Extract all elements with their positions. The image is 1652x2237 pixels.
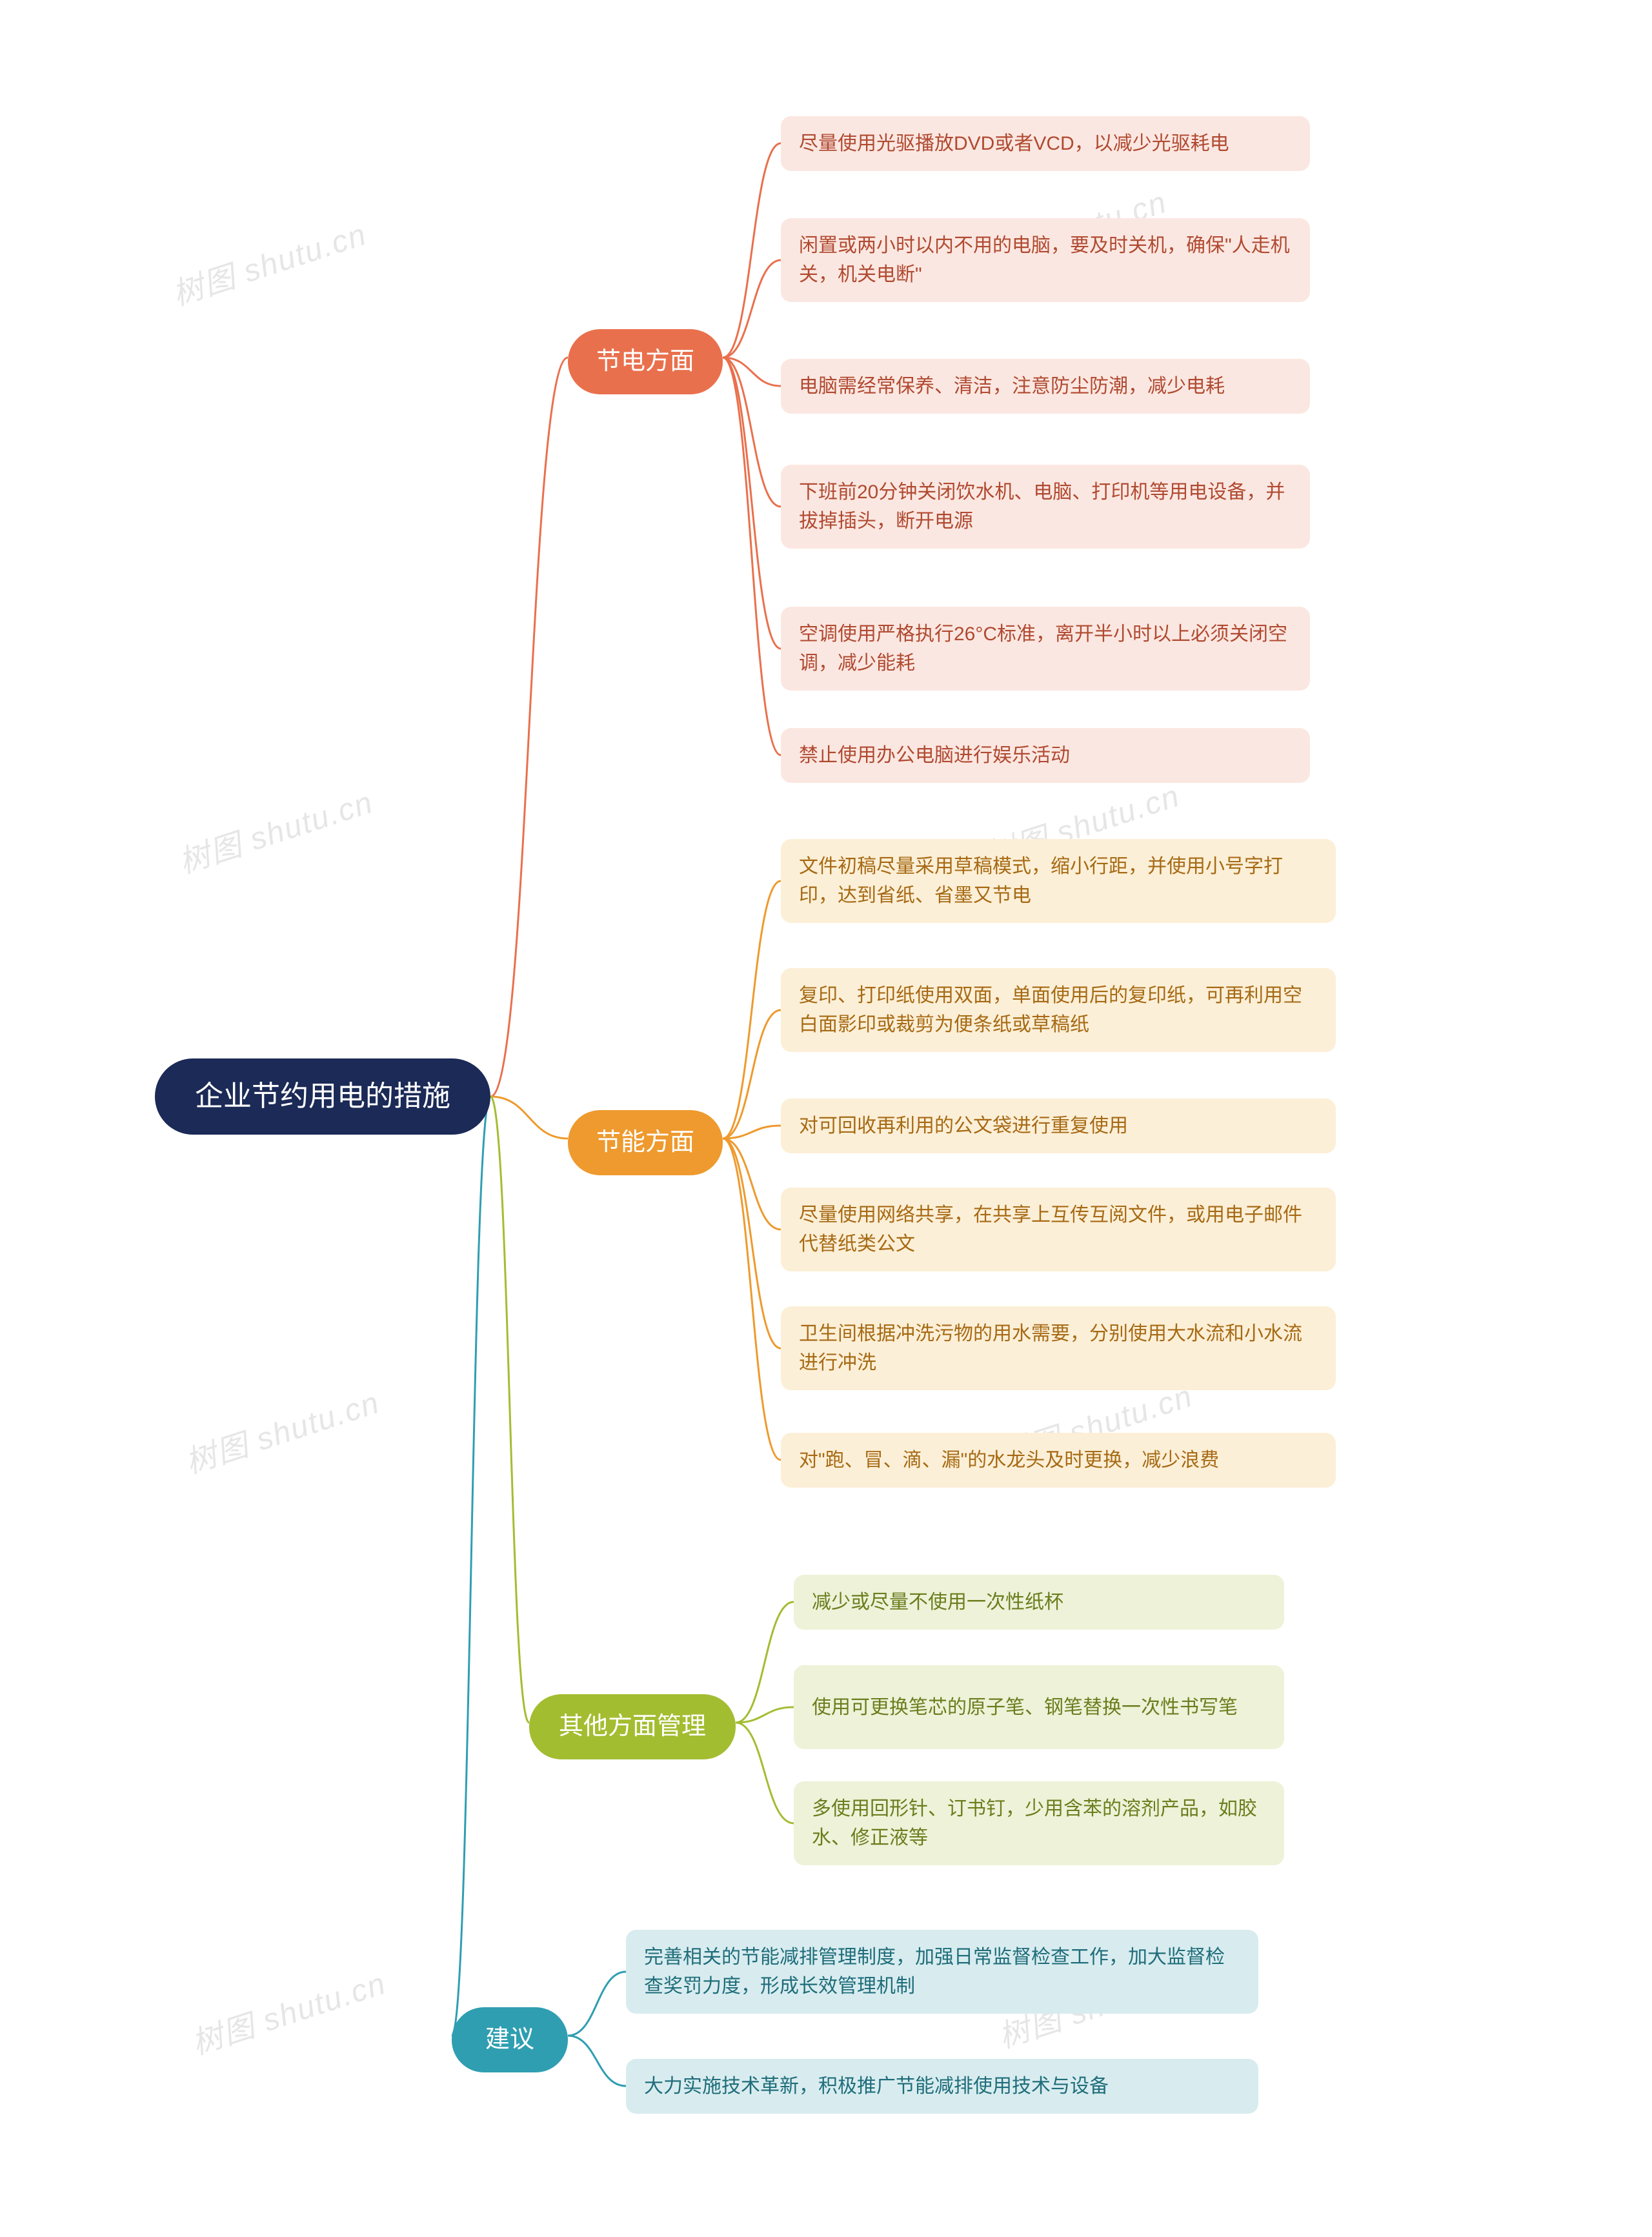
leaf-item: 卫生间根据冲洗污物的用水需要，分别使用大水流和小水流进行冲洗 (781, 1306, 1336, 1390)
branch-energy-saving: 节能方面 (568, 1110, 723, 1175)
leaf-item: 使用可更换笔芯的原子笔、钢笔替换一次性书写笔 (794, 1665, 1284, 1749)
branch-electricity-saving: 节电方面 (568, 329, 723, 394)
leaf-item: 空调使用严格执行26°C标准，离开半小时以上必须关闭空调，减少能耗 (781, 607, 1310, 691)
leaf-item: 多使用回形针、订书钉，少用含苯的溶剂产品，如胶水、修正液等 (794, 1781, 1284, 1865)
watermark: 树图 shutu.cn (185, 1958, 391, 2063)
leaf-item: 对可回收再利用的公文袋进行重复使用 (781, 1098, 1336, 1153)
leaf-item: 电脑需经常保养、清洁，注意防尘防潮，减少电耗 (781, 359, 1310, 414)
watermark: 树图 shutu.cn (179, 1377, 385, 1482)
leaf-item: 复印、打印纸使用双面，单面使用后的复印纸，可再利用空白面影印或裁剪为便条纸或草稿… (781, 968, 1336, 1052)
branch-other-management: 其他方面管理 (529, 1694, 736, 1759)
leaf-item: 闲置或两小时以内不用的电脑，要及时关机，确保"人走机关，机关电断" (781, 218, 1310, 302)
leaf-item: 尽量使用光驱播放DVD或者VCD，以减少光驱耗电 (781, 116, 1310, 171)
watermark: 树图 shutu.cn (172, 776, 378, 882)
leaf-item: 禁止使用办公电脑进行娱乐活动 (781, 728, 1310, 783)
leaf-item: 尽量使用网络共享，在共享上互传互阅文件，或用电子邮件代替纸类公文 (781, 1188, 1336, 1271)
mindmap-canvas: 树图 shutu.cn 树图 shutu.cn 树图 shutu.cn 树图 s… (0, 0, 1652, 2237)
branch-suggestions: 建议 (452, 2007, 568, 2072)
leaf-item: 减少或尽量不使用一次性纸杯 (794, 1575, 1284, 1630)
leaf-item: 文件初稿尽量采用草稿模式，缩小行距，并使用小号字打印，达到省纸、省墨又节电 (781, 839, 1336, 923)
leaf-item: 大力实施技术革新，积极推广节能减排使用技术与设备 (626, 2059, 1258, 2114)
root-node: 企业节约用电的措施 (155, 1058, 490, 1135)
watermark: 树图 shutu.cn (166, 208, 372, 314)
leaf-item: 完善相关的节能减排管理制度，加强日常监督检查工作，加大监督检查奖罚力度，形成长效… (626, 1930, 1258, 2014)
leaf-item: 对"跑、冒、滴、漏"的水龙头及时更换，减少浪费 (781, 1433, 1336, 1488)
leaf-item: 下班前20分钟关闭饮水机、电脑、打印机等用电设备，并拔掉插头，断开电源 (781, 465, 1310, 549)
